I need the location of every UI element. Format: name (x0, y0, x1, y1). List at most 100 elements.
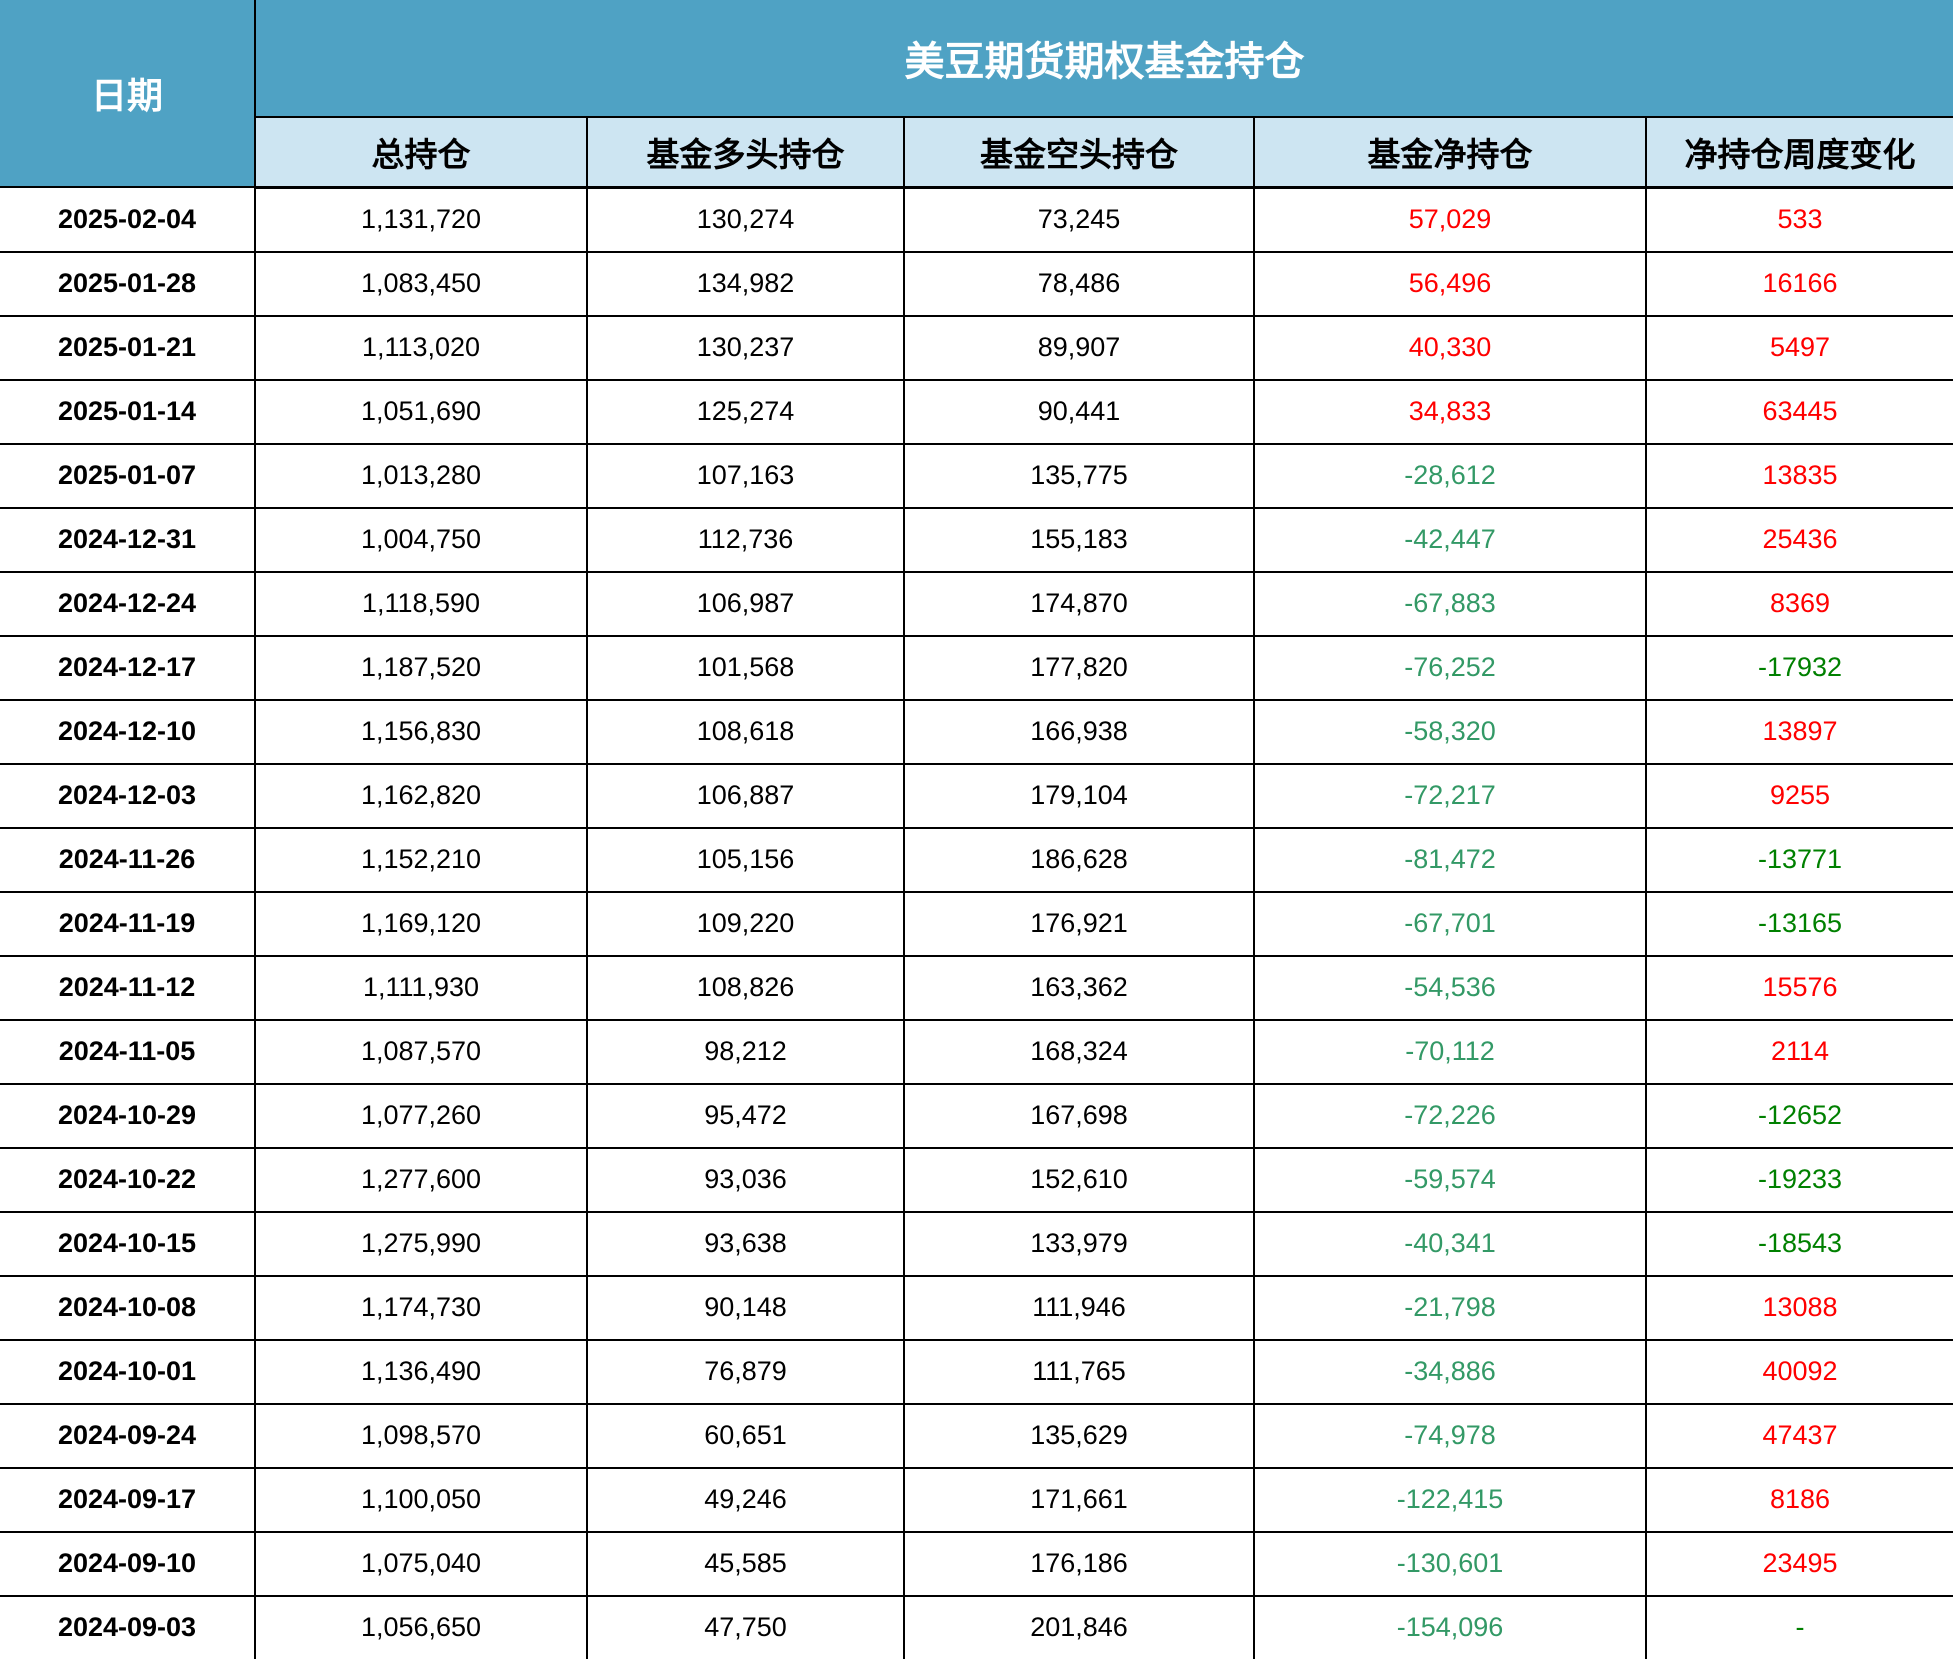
fund-long-cell: 130,237 (586, 314, 905, 381)
date-cell: 2024-10-08 (0, 1274, 256, 1341)
date-cell: 2024-10-22 (0, 1146, 256, 1213)
fund-long-cell: 47,750 (586, 1594, 905, 1659)
fund-long-cell: 49,246 (586, 1466, 905, 1533)
date-cell: 2024-12-31 (0, 506, 256, 573)
weekly-change-cell: 23495 (1644, 1530, 1953, 1597)
table-header: 日期 美豆期货期权基金持仓 总持仓 基金多头持仓 基金空头持仓 基金净持仓 净持… (0, 0, 1953, 189)
total-positions-cell: 1,136,490 (254, 1338, 588, 1405)
date-cell: 2025-02-04 (0, 186, 256, 253)
total-positions-cell: 1,118,590 (254, 570, 588, 637)
date-cell: 2024-09-03 (0, 1594, 256, 1659)
table-row: 2024-12-31 1,004,750 112,736 155,183 -42,447… (0, 506, 1953, 573)
fund-long-cell: 106,987 (586, 570, 905, 637)
weekly-change-cell: - (1644, 1594, 1953, 1659)
table-row: 2024-12-10 1,156,830 108,618 166,938 -58,320… (0, 698, 1953, 765)
table-row: 2025-01-14 1,051,690 125,274 90,441 34,833 63… (0, 378, 1953, 445)
fund-net-cell: -130,601 (1253, 1530, 1647, 1597)
date-cell: 2024-12-10 (0, 698, 256, 765)
column-header-total-positions: 总持仓 (255, 115, 588, 189)
total-positions-cell: 1,187,520 (254, 634, 588, 701)
date-cell: 2024-12-17 (0, 634, 256, 701)
date-column-header: 日期 (0, 0, 256, 188)
table-row: 2024-09-24 1,098,570 60,651 135,629 -74,978 4… (0, 1402, 1953, 1469)
fund-short-cell: 179,104 (903, 762, 1255, 829)
date-cell: 2024-10-15 (0, 1210, 256, 1277)
fund-short-cell: 177,820 (903, 634, 1255, 701)
total-positions-cell: 1,004,750 (254, 506, 588, 573)
fund-long-cell: 112,736 (586, 506, 905, 573)
weekly-change-cell: 8369 (1644, 570, 1953, 637)
fund-net-cell: -67,701 (1253, 890, 1647, 957)
fund-net-cell: -54,536 (1253, 954, 1647, 1021)
fund-long-cell: 134,982 (586, 250, 905, 317)
weekly-change-cell: 8186 (1644, 1466, 1953, 1533)
weekly-change-cell: -13165 (1644, 890, 1953, 957)
total-positions-cell: 1,152,210 (254, 826, 588, 893)
total-positions-cell: 1,169,120 (254, 890, 588, 957)
fund-short-cell: 171,661 (903, 1466, 1255, 1533)
fund-net-cell: -76,252 (1253, 634, 1647, 701)
fund-net-cell: -59,574 (1253, 1146, 1647, 1213)
fund-long-cell: 76,879 (586, 1338, 905, 1405)
title-row: 日期 美豆期货期权基金持仓 (0, 0, 1953, 188)
weekly-change-cell: 5497 (1644, 314, 1953, 381)
fund-short-cell: 163,362 (903, 954, 1255, 1021)
fund-short-cell: 135,775 (903, 442, 1255, 509)
table-row: 2025-01-28 1,083,450 134,982 78,486 56,496 16… (0, 250, 1953, 317)
table-row: 2024-12-03 1,162,820 106,887 179,104 -72,217… (0, 762, 1953, 829)
fund-net-cell: -34,886 (1253, 1338, 1647, 1405)
fund-long-cell: 106,887 (586, 762, 905, 829)
fund-net-cell: 56,496 (1253, 250, 1647, 317)
date-cell: 2024-12-03 (0, 762, 256, 829)
fund-long-cell: 90,148 (586, 1274, 905, 1341)
fund-short-cell: 90,441 (903, 378, 1255, 445)
fund-long-cell: 105,156 (586, 826, 905, 893)
date-cell: 2024-09-10 (0, 1530, 256, 1597)
weekly-change-cell: -17932 (1644, 634, 1953, 701)
weekly-change-cell: 13835 (1644, 442, 1953, 509)
total-positions-cell: 1,083,450 (254, 250, 588, 317)
total-positions-cell: 1,156,830 (254, 698, 588, 765)
fund-net-cell: -70,112 (1253, 1018, 1647, 1085)
date-cell: 2025-01-07 (0, 442, 256, 509)
fund-short-cell: 176,921 (903, 890, 1255, 957)
date-cell: 2024-11-05 (0, 1018, 256, 1085)
fund-long-cell: 93,036 (586, 1146, 905, 1213)
column-header-weekly-change: 净持仓周度变化 (1644, 115, 1953, 189)
total-positions-cell: 1,098,570 (254, 1402, 588, 1469)
fund-net-cell: -40,341 (1253, 1210, 1647, 1277)
table-row: 2024-09-10 1,075,040 45,585 176,186 -130,601… (0, 1530, 1953, 1597)
date-cell: 2024-12-24 (0, 570, 256, 637)
fund-short-cell: 167,698 (903, 1082, 1255, 1149)
table-row: 2024-11-05 1,087,570 98,212 168,324 -70,112 2… (0, 1018, 1953, 1085)
table-row: 2025-01-21 1,113,020 130,237 89,907 40,330 54… (0, 314, 1953, 381)
total-positions-cell: 1,162,820 (254, 762, 588, 829)
fund-long-cell: 108,618 (586, 698, 905, 765)
table-row: 2024-10-15 1,275,990 93,638 133,979 -40,341-… (0, 1210, 1953, 1277)
weekly-change-cell: 47437 (1644, 1402, 1953, 1469)
total-positions-cell: 1,013,280 (254, 442, 588, 509)
total-positions-cell: 1,087,570 (254, 1018, 588, 1085)
fund-short-cell: 201,846 (903, 1594, 1255, 1659)
date-cell: 2025-01-21 (0, 314, 256, 381)
weekly-change-cell: 40092 (1644, 1338, 1953, 1405)
fund-long-cell: 130,274 (586, 186, 905, 253)
date-cell: 2024-10-01 (0, 1338, 256, 1405)
fund-short-cell: 133,979 (903, 1210, 1255, 1277)
weekly-change-cell: -18543 (1644, 1210, 1953, 1277)
fund-short-cell: 78,486 (903, 250, 1255, 317)
fund-net-cell: -74,978 (1253, 1402, 1647, 1469)
fund-net-cell: -122,415 (1253, 1466, 1647, 1533)
fund-long-cell: 101,568 (586, 634, 905, 701)
table-row: 2024-10-01 1,136,490 76,879 111,765 -34,886 4… (0, 1338, 1953, 1405)
total-positions-cell: 1,277,600 (254, 1146, 588, 1213)
total-positions-cell: 1,174,730 (254, 1274, 588, 1341)
fund-long-cell: 45,585 (586, 1530, 905, 1597)
fund-long-cell: 125,274 (586, 378, 905, 445)
total-positions-cell: 1,051,690 (254, 378, 588, 445)
fund-long-cell: 108,826 (586, 954, 905, 1021)
fund-net-cell: 57,029 (1253, 186, 1647, 253)
fund-short-cell: 174,870 (903, 570, 1255, 637)
fund-long-cell: 98,212 (586, 1018, 905, 1085)
